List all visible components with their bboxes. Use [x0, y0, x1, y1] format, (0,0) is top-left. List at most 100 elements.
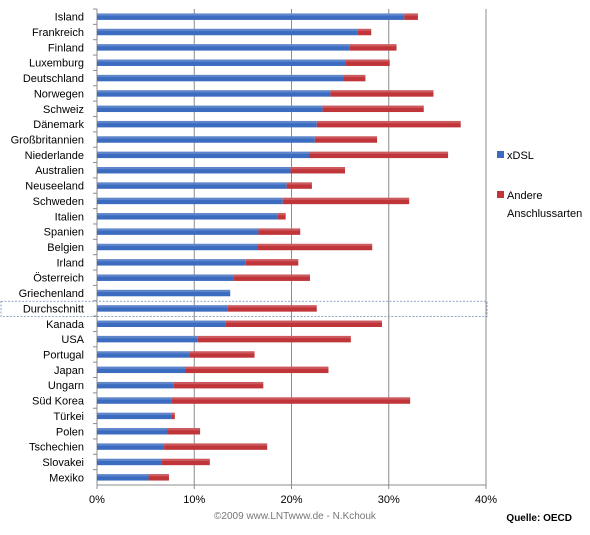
bar-shine	[97, 13, 405, 16]
bar-xdsl	[97, 136, 315, 143]
category-label: Türkei	[53, 411, 84, 423]
bar-shine	[97, 397, 172, 400]
bar-shine	[148, 474, 169, 477]
credit-text: ©2009 www.LNTwww.de - N.Kchouk	[214, 511, 376, 522]
bar-xdsl	[97, 335, 198, 343]
bar-andere	[330, 90, 434, 97]
bar-shine	[97, 274, 234, 277]
category-label: Großbritannien	[11, 135, 84, 147]
bar-shine	[97, 136, 315, 139]
bar-shine	[277, 213, 286, 216]
bar-andere	[349, 44, 397, 51]
bar-shine	[97, 335, 198, 339]
category-label: Italien	[55, 211, 84, 223]
category-label: Portugal	[43, 349, 84, 361]
bar-shine	[97, 320, 226, 323]
bar-andere	[148, 474, 169, 481]
bar-shine	[97, 151, 310, 154]
bar-xdsl	[97, 167, 291, 174]
category-label: Irland	[56, 257, 84, 269]
x-tick-label: 0%	[89, 494, 105, 506]
bar-shine	[290, 167, 345, 170]
x-tick-label: 10%	[183, 494, 205, 506]
bar-shine	[225, 320, 382, 323]
bar-shine	[97, 381, 174, 385]
bar-shine	[197, 335, 351, 339]
bar-xdsl	[97, 228, 259, 235]
bar-andere	[171, 397, 411, 404]
bar-shine	[171, 412, 175, 415]
category-label: Luxemburg	[29, 58, 84, 70]
bar-andere	[171, 412, 175, 420]
category-label: Mexiko	[49, 472, 84, 484]
bar-andere	[345, 59, 390, 66]
bar-shine	[97, 259, 246, 262]
bar-xdsl	[97, 259, 246, 266]
category-label: Spanien	[44, 227, 84, 239]
bar-shine	[97, 120, 317, 124]
bar-andere	[357, 28, 372, 36]
bar-andere	[309, 151, 449, 159]
bar-shine	[97, 74, 345, 78]
bar-shine	[173, 381, 264, 385]
bar-shine	[227, 305, 317, 308]
bar-shine	[97, 305, 228, 308]
bar-shine	[97, 474, 149, 477]
category-label: Frankreich	[32, 27, 84, 39]
bar-shine	[97, 59, 346, 62]
bar-shine	[97, 366, 186, 369]
bar-shine	[97, 197, 283, 200]
bar-xdsl	[97, 197, 283, 205]
bar-andere	[344, 74, 366, 82]
bar-shine	[245, 259, 299, 262]
bar-shine	[97, 412, 172, 415]
category-label: Süd Korea	[32, 396, 85, 408]
bar-andere	[185, 366, 329, 374]
bar-xdsl	[97, 44, 350, 51]
category-label: Niederlande	[25, 150, 84, 162]
category-label: Ungarn	[48, 380, 84, 392]
bar-shine	[97, 243, 258, 247]
bar-xdsl	[97, 120, 317, 128]
x-tick-label: 20%	[280, 494, 302, 506]
bar-shine	[233, 274, 310, 277]
bar-xdsl	[97, 458, 162, 466]
bar-shine	[97, 289, 231, 293]
category-label: Schweiz	[43, 104, 84, 116]
bar-xdsl	[97, 105, 323, 113]
bar-xdsl	[97, 90, 331, 97]
legend-label: Andere	[507, 190, 542, 202]
bar-xdsl	[97, 13, 405, 20]
category-label: Schweden	[33, 196, 84, 208]
bar-shine	[322, 105, 424, 108]
bar-andere	[197, 335, 351, 343]
bar-shine	[97, 182, 287, 185]
bar-shine	[314, 136, 378, 139]
bar-shine	[97, 443, 165, 446]
bar-shine	[357, 28, 372, 32]
category-label: Durchschnitt	[23, 303, 84, 315]
bar-xdsl	[97, 274, 234, 281]
legend-swatch-xdsl	[497, 151, 504, 158]
bar-shine	[316, 120, 461, 124]
bar-xdsl	[97, 351, 190, 358]
bar-andere	[282, 197, 410, 205]
bar-shine	[167, 428, 201, 431]
category-label: Island	[55, 12, 84, 24]
bar-xdsl	[97, 474, 149, 481]
bar-xdsl	[97, 28, 358, 36]
bar-andere	[404, 13, 418, 20]
bar-shine	[344, 74, 366, 78]
bar-andere	[245, 259, 299, 266]
bar-xdsl	[97, 305, 228, 312]
bar-xdsl	[97, 320, 226, 327]
bar-shine	[97, 90, 331, 93]
bar-xdsl	[97, 59, 346, 66]
bar-xdsl	[97, 213, 278, 220]
bar-shine	[189, 351, 255, 354]
category-label: Deutschland	[23, 73, 84, 85]
bar-andere	[227, 305, 317, 312]
bar-shine	[258, 228, 301, 231]
bar-xdsl	[97, 151, 310, 159]
bar-andere	[164, 443, 268, 450]
